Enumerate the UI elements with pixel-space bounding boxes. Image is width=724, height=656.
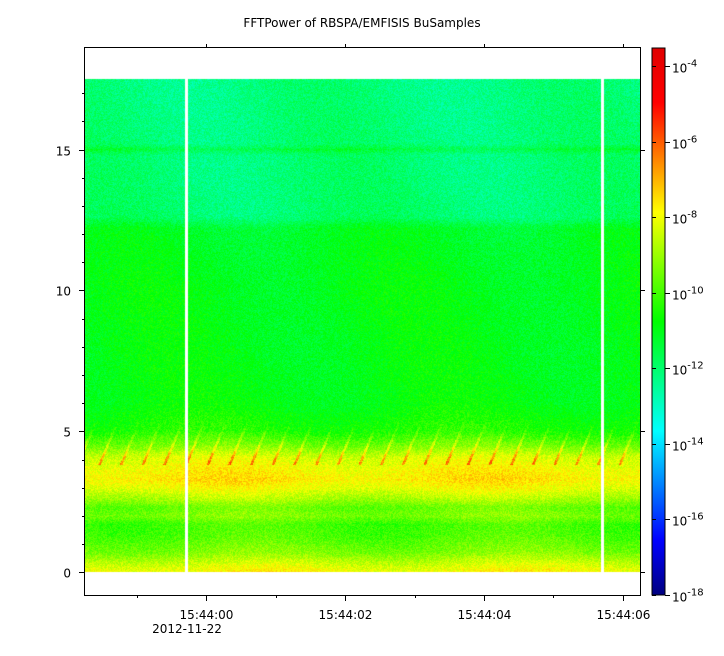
colorbar-tick-label: 10-4 (672, 59, 697, 76)
x-tick-label: 15:44:00 (180, 608, 234, 622)
colorbar-gradient (651, 47, 666, 596)
colorbar: 10-4 10-6 10-8 10-10 10-12 10-14 10-16 10-18 (651, 47, 704, 605)
x-tick-label: 15:44:04 (458, 608, 512, 622)
x-axis: 15:44:00 15:44:02 15:44:04 15:44:06 (137, 44, 651, 622)
colorbar-tick-label: 10-6 (672, 135, 697, 152)
y-tick-label: 5 (63, 426, 71, 440)
plot-frame (84, 47, 641, 596)
colorbar-tick-label: 10-18 (672, 588, 704, 605)
y-tick-label: 10 (56, 285, 71, 299)
y-axis: 0 5 10 15 (56, 93, 645, 581)
colorbar-tick-label: 10-12 (672, 361, 704, 378)
spectrogram-heatmap (85, 48, 640, 595)
colorbar-tick-label: 10-10 (672, 286, 704, 303)
colorbar-tick-label: 10-16 (672, 512, 704, 529)
x-date-label: 2012-11-22 (152, 622, 222, 636)
chart-title: FFTPower of RBSPA/EMFISIS BuSamples (243, 16, 481, 30)
x-tick-label: 15:44:02 (319, 608, 373, 622)
y-tick-label: 15 (56, 145, 71, 159)
colorbar-tick-label: 10-14 (672, 437, 704, 454)
x-tick-label: 15:44:06 (597, 608, 651, 622)
y-tick-label: 0 (63, 567, 71, 581)
colorbar-tick-label: 10-8 (672, 210, 697, 227)
